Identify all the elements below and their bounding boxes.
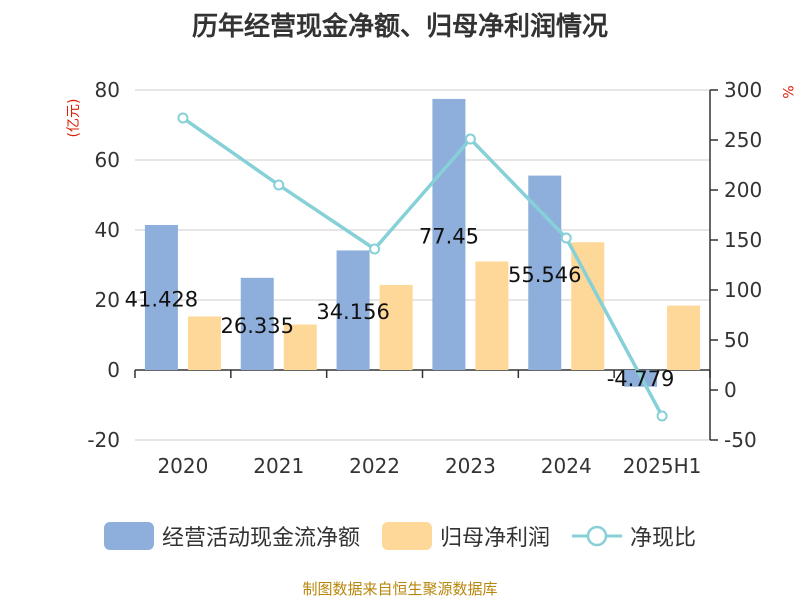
net-profit-bar — [475, 261, 509, 370]
left-axis-unit: (亿元) — [66, 99, 82, 138]
cash-flow-bar — [240, 277, 274, 370]
cash-flow-swatch — [103, 522, 154, 550]
ratio-line — [181, 116, 664, 417]
net-profit-bar — [379, 284, 413, 370]
cash-flow-bar — [432, 98, 466, 371]
legend-item-net-profit[interactable]: 归母净利润 — [381, 520, 550, 552]
ratio-point — [369, 243, 381, 255]
left-tick-label: 60 — [95, 148, 120, 172]
ratio-point — [464, 133, 476, 145]
right-tick-label: 300 — [724, 78, 762, 102]
net-profit-bar — [667, 305, 701, 370]
legend-label-net-profit: 归母净利润 — [439, 526, 550, 551]
ratio-point — [656, 410, 668, 422]
chart-title: 历年经营现金净额、归母净利润情况 — [191, 12, 608, 42]
left-tick-label: 40 — [95, 218, 120, 242]
right-tick-label: 250 — [724, 128, 762, 152]
category-label: 2022 — [349, 454, 400, 478]
right-tick-label: 100 — [724, 278, 762, 302]
cash-flow-data-label: 41.428 — [125, 288, 198, 312]
category-label: 2021 — [253, 454, 304, 478]
right-tick-label: 200 — [724, 178, 762, 202]
cash-flow-bar — [144, 225, 178, 370]
legend-item-ratio[interactable]: 净现比 — [572, 520, 696, 552]
ratio-point — [560, 232, 572, 244]
cash-flow-data-label: 77.45 — [419, 224, 479, 248]
left-tick-label: 80 — [95, 78, 120, 102]
cash-flow-data-label: -4.779 — [607, 367, 675, 391]
legend: 经营活动现金流净额 归母净利润 净现比 — [0, 520, 800, 552]
right-tick-label: -50 — [724, 428, 757, 452]
cash-flow-data-label: 26.335 — [221, 314, 294, 338]
legend-label-cash-flow: 经营活动现金流净额 — [161, 526, 360, 551]
cash-flow-data-label: 55.546 — [508, 263, 581, 287]
cash-flow-bar — [528, 175, 562, 370]
net-profit-swatch — [381, 522, 432, 550]
right-tick-label: 50 — [724, 328, 749, 352]
left-tick-label: 0 — [107, 358, 120, 382]
right-tick-label: 0 — [724, 378, 737, 402]
ratio-point — [273, 179, 285, 191]
left-tick-label: -20 — [87, 428, 120, 452]
net-profit-bar — [187, 316, 221, 370]
net-profit-bar — [571, 242, 605, 370]
legend-label-ratio: 净现比 — [630, 526, 697, 551]
source-note: 制图数据来自恒生聚源数据库 — [302, 580, 498, 598]
net-profit-bar — [283, 324, 317, 370]
ratio-point — [177, 112, 189, 124]
left-tick-label: 20 — [95, 288, 120, 312]
category-label: 2025H1 — [623, 454, 702, 478]
right-axis-unit: % — [779, 85, 795, 98]
category-label: 2023 — [445, 454, 496, 478]
right-tick-label: 150 — [724, 228, 762, 252]
category-label: 2024 — [541, 454, 592, 478]
ratio-line-swatch — [572, 525, 622, 547]
cash-flow-bar — [336, 250, 370, 370]
legend-item-cash-flow[interactable]: 经营活动现金流净额 — [103, 520, 360, 552]
cash-flow-data-label: 34.156 — [316, 300, 389, 324]
category-label: 2020 — [157, 454, 208, 478]
